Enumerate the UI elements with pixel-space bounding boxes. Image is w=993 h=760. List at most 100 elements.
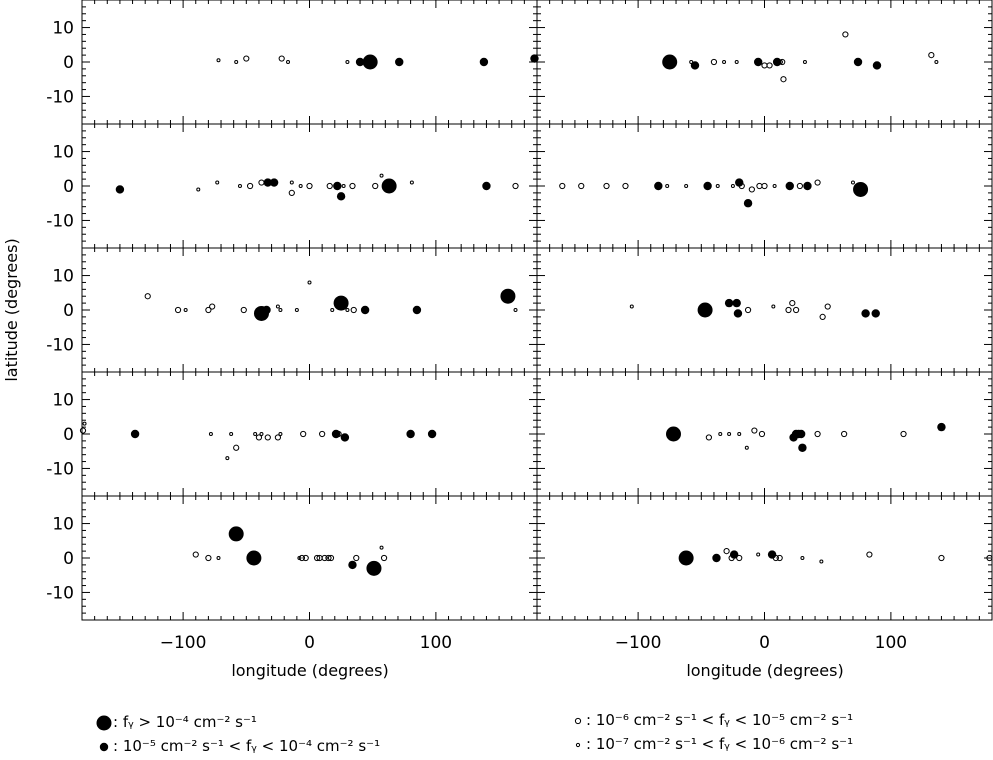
source-point — [82, 421, 87, 426]
legend-entry-low-flux: : 10⁻⁶ cm⁻² s⁻¹ < fᵧ < 10⁻⁵ cm⁻² s⁻¹ — [586, 711, 854, 729]
panel-frame-r1-c0 — [81, 123, 538, 249]
source-point — [298, 184, 303, 188]
source-point — [333, 295, 349, 311]
source-point — [743, 199, 753, 208]
source-point — [255, 434, 263, 441]
source-point — [678, 550, 694, 566]
source-point — [130, 429, 140, 439]
source-point — [744, 445, 749, 450]
source-point — [366, 560, 382, 576]
source-point — [697, 302, 713, 318]
source-point — [780, 76, 787, 83]
source-point — [689, 60, 694, 64]
source-point — [269, 178, 279, 187]
source-point — [372, 182, 379, 190]
source-point — [733, 309, 743, 318]
source-point — [722, 60, 727, 64]
source-point — [872, 61, 882, 70]
source-point — [482, 181, 491, 191]
y-tick-label: 10 — [52, 143, 74, 163]
y-tick-label: 0 — [63, 177, 74, 197]
source-point — [336, 192, 346, 201]
source-point — [766, 62, 773, 69]
source-point — [196, 187, 201, 192]
source-point — [705, 434, 712, 441]
source-point — [937, 422, 946, 432]
source-point — [665, 184, 670, 188]
source-point — [192, 551, 199, 558]
source-point — [796, 429, 806, 439]
y-tick-label: 10 — [52, 19, 74, 39]
x-axis-label-left: longitude (degrees) — [231, 661, 388, 680]
source-point — [761, 182, 768, 190]
source-point — [842, 31, 849, 38]
x-tick-label: 0 — [759, 633, 770, 653]
source-point — [767, 550, 777, 559]
y-axis-label: latitude (degrees) — [2, 238, 21, 381]
source-point — [240, 306, 247, 314]
y-tick-label: -10 — [46, 335, 74, 355]
source-point — [321, 554, 328, 562]
source-point — [345, 60, 350, 64]
source-point — [259, 432, 264, 436]
y-tick-label: 10 — [52, 515, 74, 535]
panel-frame-r4-c1 — [536, 495, 993, 621]
y-tick-label: -10 — [46, 87, 74, 107]
x-tick-label: 100 — [875, 633, 907, 653]
source-point — [355, 57, 365, 67]
source-point — [934, 60, 939, 64]
legend-entry-lowest-flux: : 10⁻⁷ cm⁻² s⁻¹ < fᵧ < 10⁻⁶ cm⁻² s⁻¹ — [586, 735, 854, 753]
source-point — [800, 556, 805, 560]
source-point — [216, 556, 221, 560]
source-point — [734, 60, 739, 64]
legend-marker-small-open — [574, 717, 582, 725]
source-point — [380, 554, 388, 562]
source-point — [853, 181, 869, 197]
source-point — [229, 432, 234, 436]
source-point — [654, 181, 663, 191]
source-point — [756, 182, 763, 190]
source-point — [772, 554, 779, 562]
source-point — [772, 57, 782, 67]
source-point — [772, 184, 777, 188]
source-point — [205, 306, 212, 314]
source-point — [938, 554, 945, 562]
source-point — [262, 305, 271, 315]
source-point — [243, 55, 250, 62]
source-point — [737, 432, 742, 436]
source-point — [850, 180, 855, 185]
source-point — [406, 429, 415, 439]
source-point — [225, 456, 230, 461]
source-point — [866, 551, 873, 558]
source-point — [278, 308, 283, 312]
y-tick-label: 0 — [63, 549, 74, 569]
source-point — [246, 550, 262, 566]
source-point — [861, 309, 870, 318]
source-point — [796, 182, 803, 190]
source-point — [814, 430, 821, 438]
legend-entry-high-flux: : fᵧ > 10⁻⁴ cm⁻² s⁻¹ — [113, 713, 257, 731]
source-point — [333, 181, 342, 191]
source-point — [785, 306, 792, 314]
source-point — [144, 293, 151, 300]
source-point — [345, 308, 350, 312]
y-tick-label: -10 — [46, 211, 74, 231]
source-point — [326, 182, 333, 190]
source-point — [703, 181, 712, 191]
source-point — [792, 306, 800, 314]
source-point — [900, 430, 907, 438]
source-point — [684, 184, 689, 188]
legend-marker-tiny-open — [575, 742, 581, 748]
source-point — [512, 182, 519, 190]
source-point — [288, 189, 295, 196]
legend-marker-large — [96, 715, 112, 731]
source-point — [530, 54, 539, 63]
source-point — [785, 181, 794, 191]
y-tick-label: -10 — [46, 459, 74, 479]
source-point — [871, 309, 880, 318]
source-point — [814, 179, 821, 186]
source-point — [841, 430, 848, 438]
source-point — [298, 554, 306, 562]
source-point — [379, 545, 384, 550]
